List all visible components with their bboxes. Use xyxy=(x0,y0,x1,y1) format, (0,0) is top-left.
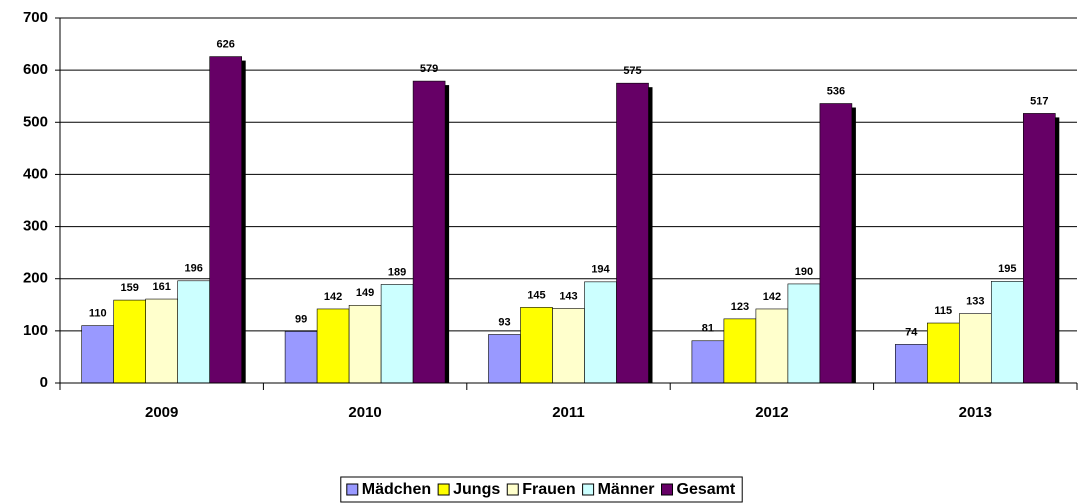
data-label: 99 xyxy=(295,313,307,325)
legend-label: Gesamt xyxy=(677,481,736,498)
y-tick-label: 100 xyxy=(23,322,48,339)
data-label: 142 xyxy=(324,291,342,303)
x-tick-label: 2009 xyxy=(145,404,178,421)
legend-swatch xyxy=(437,483,450,496)
data-label: 110 xyxy=(89,308,107,320)
bar xyxy=(755,308,789,384)
data-label: 517 xyxy=(1030,95,1048,107)
y-tick-label: 400 xyxy=(23,165,48,182)
y-tick-label: 600 xyxy=(23,61,48,78)
data-label: 142 xyxy=(763,291,781,303)
data-label: 575 xyxy=(623,65,641,77)
data-label: 536 xyxy=(827,85,845,97)
legend xyxy=(340,476,743,503)
bar xyxy=(177,280,210,384)
legend-swatch xyxy=(506,483,519,496)
bar xyxy=(552,308,585,384)
x-tick-label: 2013 xyxy=(959,404,992,421)
bar xyxy=(990,281,1024,384)
y-tick-label: 200 xyxy=(23,270,48,287)
data-label: 196 xyxy=(185,263,203,275)
legend-swatch xyxy=(346,483,359,496)
bar xyxy=(584,281,617,384)
data-label: 115 xyxy=(934,305,952,317)
legend-label: Frauen xyxy=(522,481,575,498)
legend-label: Männer xyxy=(598,481,655,498)
data-label: 81 xyxy=(702,323,714,335)
data-label: 123 xyxy=(731,301,749,313)
bar xyxy=(691,340,725,384)
bar xyxy=(348,305,382,384)
data-label: 159 xyxy=(121,282,139,294)
data-label: 133 xyxy=(966,296,984,308)
data-label: 190 xyxy=(795,266,813,278)
bar xyxy=(284,331,318,384)
bar xyxy=(926,322,960,384)
bar xyxy=(723,318,757,384)
y-tick-label: 0 xyxy=(40,374,48,391)
bar xyxy=(113,299,146,384)
y-tick-label: 700 xyxy=(23,9,48,26)
legend-swatch xyxy=(661,483,674,496)
data-label: 143 xyxy=(559,290,577,302)
data-label: 93 xyxy=(498,316,510,328)
bar xyxy=(616,82,649,384)
data-label: 579 xyxy=(420,63,438,75)
legend-swatch xyxy=(582,483,595,496)
data-label: 195 xyxy=(998,263,1016,275)
data-label: 145 xyxy=(527,289,545,301)
bar xyxy=(1022,113,1056,384)
bar xyxy=(209,56,242,384)
bar xyxy=(488,334,521,384)
y-tick-label: 500 xyxy=(23,113,48,130)
bar xyxy=(145,298,178,384)
x-tick-label: 2010 xyxy=(348,404,381,421)
x-tick-label: 2011 xyxy=(552,404,585,421)
bar xyxy=(787,283,821,384)
data-label: 626 xyxy=(217,38,235,50)
data-label: 189 xyxy=(388,266,406,278)
bar xyxy=(412,80,446,384)
legend-label: Jungs xyxy=(453,481,500,498)
bar xyxy=(819,103,853,384)
bar xyxy=(520,307,553,384)
x-tick-label: 2012 xyxy=(755,404,788,421)
bar xyxy=(380,284,414,384)
bar xyxy=(958,313,992,384)
legend-label: Mädchen xyxy=(362,481,431,498)
y-tick-label: 300 xyxy=(23,218,48,235)
bar xyxy=(894,344,928,384)
bar xyxy=(316,308,350,384)
data-label: 149 xyxy=(356,287,374,299)
data-label: 194 xyxy=(591,264,610,276)
data-label: 161 xyxy=(153,281,171,293)
data-label: 74 xyxy=(905,326,918,338)
bar xyxy=(81,325,114,384)
